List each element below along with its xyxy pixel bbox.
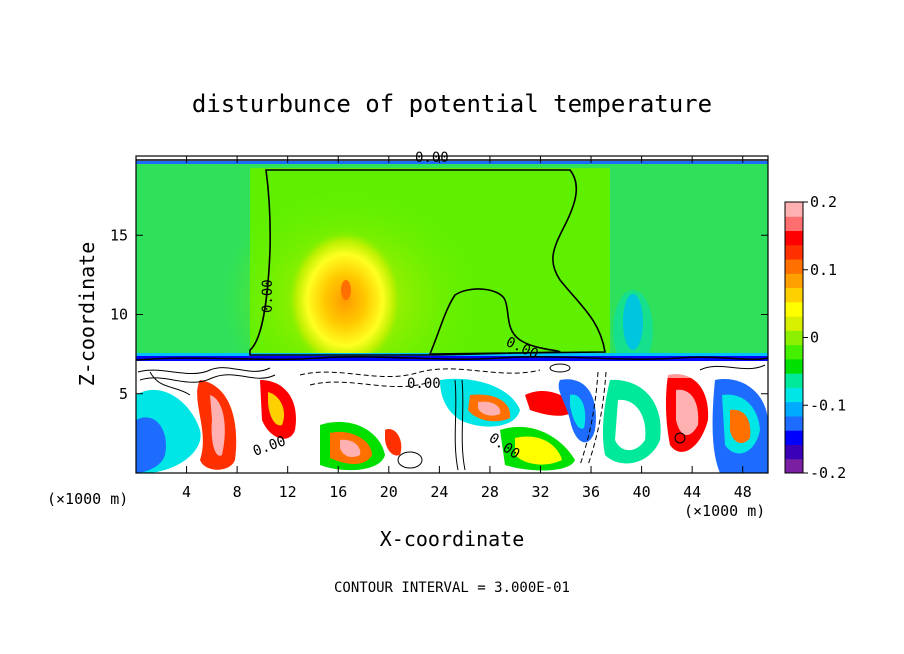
- interface-contour: [136, 356, 768, 361]
- colorbar-swatch: [785, 273, 803, 289]
- contour-interval-footer: CONTOUR INTERVAL = 3.000E-01: [334, 580, 570, 596]
- colorbar-swatch: [785, 259, 803, 274]
- colorbar-swatch: [785, 244, 803, 260]
- cool-pocket-2: [613, 290, 653, 370]
- y-unit-label: (×1000 m): [684, 502, 765, 520]
- x-tick-label: 16: [329, 483, 347, 501]
- lower-contours: [137, 363, 766, 471]
- colorbar-swatch: [785, 301, 803, 317]
- colorbar-swatch: [785, 430, 803, 445]
- x-tick-label: 36: [582, 483, 600, 501]
- lower-turbulence: [136, 365, 768, 473]
- x-tick-label: 24: [430, 483, 448, 501]
- y-tick-label: 10: [110, 306, 128, 324]
- x-tick-label: 8: [233, 483, 242, 501]
- y-tick-label: 5: [119, 385, 128, 403]
- colorbar-swatch: [785, 344, 803, 360]
- x-tick-label: 44: [683, 483, 701, 501]
- colorbar-swatch: [785, 330, 803, 346]
- colorbar-swatch: [785, 358, 803, 374]
- colorbar-tick-label: 0: [810, 329, 819, 347]
- x-tick-label: 12: [279, 483, 297, 501]
- colorbar-tick-label: 0.1: [810, 261, 837, 279]
- x-tick-label: 48: [734, 483, 752, 501]
- colorbar-swatch: [785, 287, 803, 303]
- contour-label: 0.00: [415, 150, 449, 166]
- plot-area: [136, 156, 768, 473]
- colorbar-swatch: [785, 316, 803, 331]
- colorbar-tick-label: 0.2: [810, 193, 837, 211]
- x-axis: 4 8 12 16 20 24 28 32 36 40 44 48: [182, 156, 752, 501]
- x-tick-label: 40: [633, 483, 651, 501]
- zero-contour-main: [249, 169, 606, 356]
- colorbar: 0.2 0.1 0 -0.1 -0.2: [784, 193, 846, 482]
- colorbar-swatch: [785, 444, 803, 460]
- x-tick-label: 20: [380, 483, 398, 501]
- colorbar-swatch: [785, 387, 803, 403]
- x-tick-label: 32: [531, 483, 549, 501]
- x-tick-label: 4: [182, 483, 191, 501]
- contour-lines: [136, 159, 768, 361]
- chart-title: disturbunce of potential temperature: [192, 90, 712, 118]
- colorbar-swatch: [785, 202, 803, 217]
- colorbar-tick-label: -0.2: [810, 464, 846, 482]
- x-axis-label: X-coordinate: [380, 527, 525, 551]
- x-unit-label: (×1000 m): [47, 490, 128, 508]
- y-tick-label: 15: [110, 226, 128, 244]
- warm-core: [287, 230, 403, 370]
- colorbar-tick-label: -0.1: [810, 396, 846, 414]
- colorbar-swatch: [785, 401, 803, 417]
- colorbar-swatch: [785, 230, 803, 246]
- x-tick-label: 28: [481, 483, 499, 501]
- top-boundary: [136, 156, 768, 161]
- y-axis: 5 10 15: [110, 226, 768, 403]
- warm-peak: [341, 280, 351, 300]
- colorbar-swatch: [785, 415, 803, 431]
- colorbar-swatch: [785, 373, 803, 388]
- contour-label: 0.00: [407, 376, 441, 392]
- colorbar-swatch: [785, 216, 803, 232]
- colorbar-swatch: [785, 458, 803, 474]
- top-boundary-blue: [136, 161, 768, 164]
- y-axis-label: Z-coordinate: [75, 242, 99, 387]
- contour-label: 0.00: [260, 279, 276, 313]
